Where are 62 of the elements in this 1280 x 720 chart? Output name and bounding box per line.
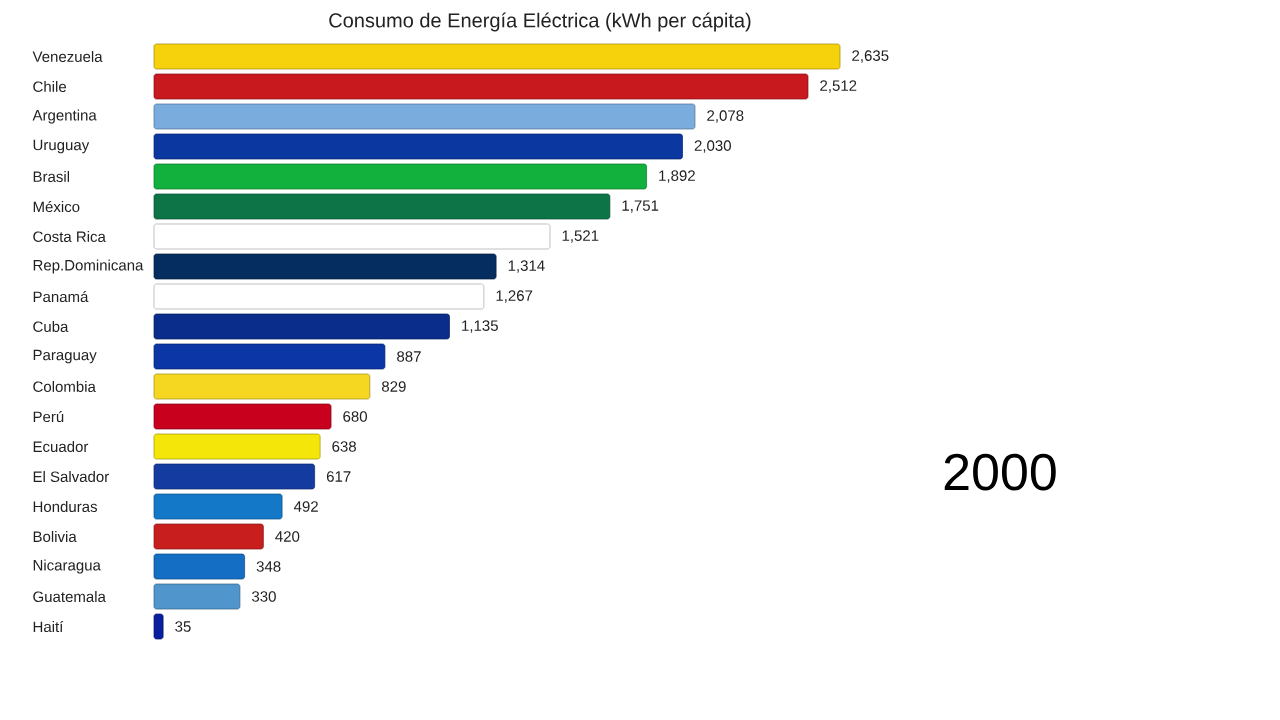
data-label: 1,314 — [508, 260, 545, 273]
y-tick-label: Cuba — [33, 321, 69, 333]
bar — [153, 403, 332, 430]
data-label: 1,892 — [659, 170, 695, 183]
y-tick-label: El Salvador — [33, 471, 109, 483]
y-tick-label: Guatemala — [33, 591, 106, 603]
chart-title: Consumo de Energía Eléctrica (kWh per cápita) — [329, 12, 751, 32]
y-tick-label: México — [33, 200, 80, 213]
bar — [153, 103, 696, 130]
data-label: 1,521 — [562, 230, 599, 243]
y-tick-label: Ecuador — [33, 441, 89, 453]
bar — [153, 253, 497, 280]
y-tick-label: Perú — [33, 410, 64, 423]
bar — [153, 373, 371, 400]
bar — [153, 163, 647, 190]
bar — [153, 133, 683, 160]
data-label: 35 — [175, 621, 191, 632]
bar — [153, 313, 450, 340]
y-tick-label: Rep.Dominicana — [33, 259, 144, 274]
y-tick-label: Honduras — [33, 501, 97, 513]
y-tick-label: Bolivia — [33, 531, 77, 543]
bar — [153, 583, 241, 610]
bar — [153, 193, 611, 220]
data-label: 829 — [382, 381, 406, 392]
y-tick-label: Nicaragua — [33, 559, 101, 574]
y-tick-label: Brasil — [33, 171, 70, 183]
bar — [153, 73, 809, 100]
y-tick-label: Costa Rica — [33, 231, 106, 243]
bar — [153, 433, 321, 460]
data-label: 2,078 — [707, 110, 744, 123]
bar — [153, 343, 386, 370]
bar — [153, 223, 551, 250]
data-label: 1,135 — [462, 320, 498, 333]
y-tick-label: Chile — [33, 81, 67, 93]
bar — [153, 553, 245, 580]
data-label: 330 — [252, 591, 276, 602]
data-label: 348 — [256, 561, 281, 572]
y-tick-label: Paraguay — [33, 349, 97, 364]
y-tick-label: Colombia — [33, 381, 96, 393]
bar — [153, 493, 283, 520]
data-label: 420 — [275, 531, 300, 542]
data-label: 638 — [332, 441, 356, 452]
y-tick-label: Panamá — [33, 290, 89, 303]
text: 2000 — [944, 453, 1056, 491]
y-tick-label: Argentina — [32, 109, 97, 124]
data-label: 887 — [397, 351, 421, 362]
bar — [153, 613, 164, 640]
data-label: 2,635 — [852, 50, 889, 63]
data-label: 2,512 — [820, 80, 857, 93]
bar — [153, 463, 315, 490]
bar — [153, 523, 264, 550]
data-label: 680 — [343, 411, 367, 422]
data-label: 1,267 — [496, 290, 533, 303]
bar — [153, 43, 841, 70]
bar — [153, 283, 485, 310]
data-label: 2,030 — [694, 140, 731, 153]
data-label: 492 — [293, 501, 318, 512]
data-label: 617 — [326, 471, 351, 482]
data-label: 1,751 — [622, 200, 659, 213]
y-tick-label: Venezuela — [32, 51, 103, 63]
y-tick-label: Uruguay — [33, 139, 90, 154]
y-tick-label: Haití — [33, 620, 64, 633]
